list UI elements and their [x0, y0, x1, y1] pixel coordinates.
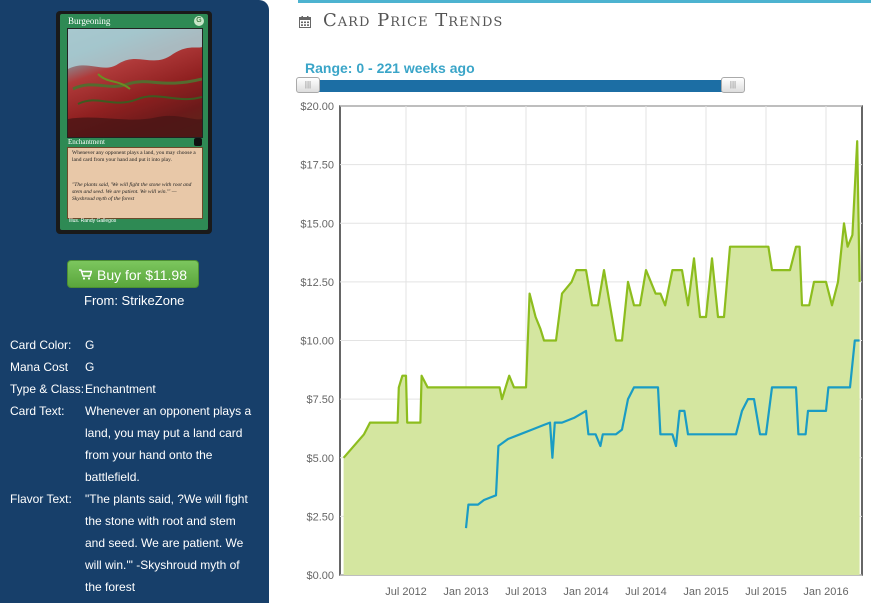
x-tick-label: Jan 2013	[443, 586, 488, 598]
card-flavor-text: "The plants said, 'We will fight the sto…	[72, 182, 192, 202]
x-tick-label: Jul 2012	[385, 586, 427, 598]
property-label: Mana Cost	[10, 360, 69, 374]
y-tick-label: $15.00	[300, 218, 334, 230]
y-tick-label: $12.50	[300, 277, 334, 289]
property-label: Type & Class:	[10, 382, 85, 396]
set-symbol-icon	[194, 138, 202, 146]
card-name: Burgeoning	[68, 16, 111, 26]
buy-button-label: Buy for $11.98	[96, 267, 188, 283]
series-line-1	[464, 339, 860, 529]
x-tick-label: Jan 2016	[803, 586, 848, 598]
property-value: G	[85, 360, 95, 374]
card-illustrator: Illus. Randy Gallegos	[69, 218, 117, 224]
x-tick-label: Jan 2014	[563, 586, 608, 598]
property-row: Flavor Text: "The plants said, ?We will …	[10, 488, 265, 598]
card-rules-text: Whenever any opponent plays a land, you …	[72, 150, 196, 163]
page-title: Card Price Trends	[323, 10, 504, 31]
range-slider[interactable]: ||| |||	[296, 77, 745, 93]
y-tick-label: $10.00	[300, 336, 334, 348]
property-value: Enchantment	[85, 382, 156, 396]
x-tick-label: Jan 2015	[683, 586, 728, 598]
y-tick-label: $0.00	[306, 570, 334, 582]
series-line-0	[342, 140, 861, 459]
property-label: Card Color:	[10, 338, 72, 352]
price-trends-panel: Card Price Trends Range: 0 - 221 weeks a…	[296, 0, 871, 603]
card-text-box: Whenever any opponent plays a land, you …	[67, 147, 203, 219]
range-slider-start-handle[interactable]: |||	[296, 77, 320, 93]
property-row: Card Color: G	[10, 334, 265, 356]
buy-button[interactable]: Buy for $11.98	[67, 260, 199, 288]
property-label: Card Text:	[10, 404, 65, 418]
property-row: Type & Class: Enchantment	[10, 378, 265, 400]
range-label: Range: 0 - 221 weeks ago	[305, 60, 475, 76]
price-chart: $0.00 $2.50 $5.00 $7.50 $10.00 $12.50 $15.00 $1…	[300, 101, 863, 598]
card-image: Burgeoning G Enchantment Whenever any op…	[56, 11, 212, 234]
y-tick-label: $7.50	[306, 394, 334, 406]
card-artwork	[67, 28, 203, 138]
property-value: Whenever an opponent plays a land, you m…	[85, 404, 252, 484]
range-slider-end-handle[interactable]: |||	[721, 77, 745, 93]
y-tick-label: $5.00	[306, 453, 334, 465]
y-tick-label: $17.50	[300, 160, 334, 172]
property-value: G	[85, 338, 95, 352]
property-label: Flavor Text:	[10, 492, 72, 506]
property-value: "The plants said, ?We will fight the sto…	[85, 492, 248, 594]
x-tick-label: Jul 2014	[625, 586, 667, 598]
card-properties: Card Color: G Mana Cost G Type & Class: …	[10, 334, 265, 598]
mana-symbol-icon: G	[194, 16, 204, 26]
property-row: Mana Cost G	[10, 356, 265, 378]
card-frame: Burgeoning G Enchantment Whenever any op…	[60, 14, 208, 230]
accent-rule	[298, 0, 871, 3]
y-tick-label: $20.00	[300, 101, 334, 113]
calendar-icon	[299, 15, 311, 28]
card-type-line: Enchantment	[68, 138, 105, 146]
x-tick-label: Jul 2015	[745, 586, 787, 598]
property-row: Card Text: Whenever an opponent plays a …	[10, 400, 265, 488]
shopping-cart-icon	[78, 262, 93, 290]
y-tick-label: $2.50	[306, 511, 334, 523]
seller-name: From: StrikeZone	[84, 293, 185, 308]
card-details-panel: Burgeoning G Enchantment Whenever any op…	[0, 0, 269, 603]
x-tick-label: Jul 2013	[505, 586, 547, 598]
